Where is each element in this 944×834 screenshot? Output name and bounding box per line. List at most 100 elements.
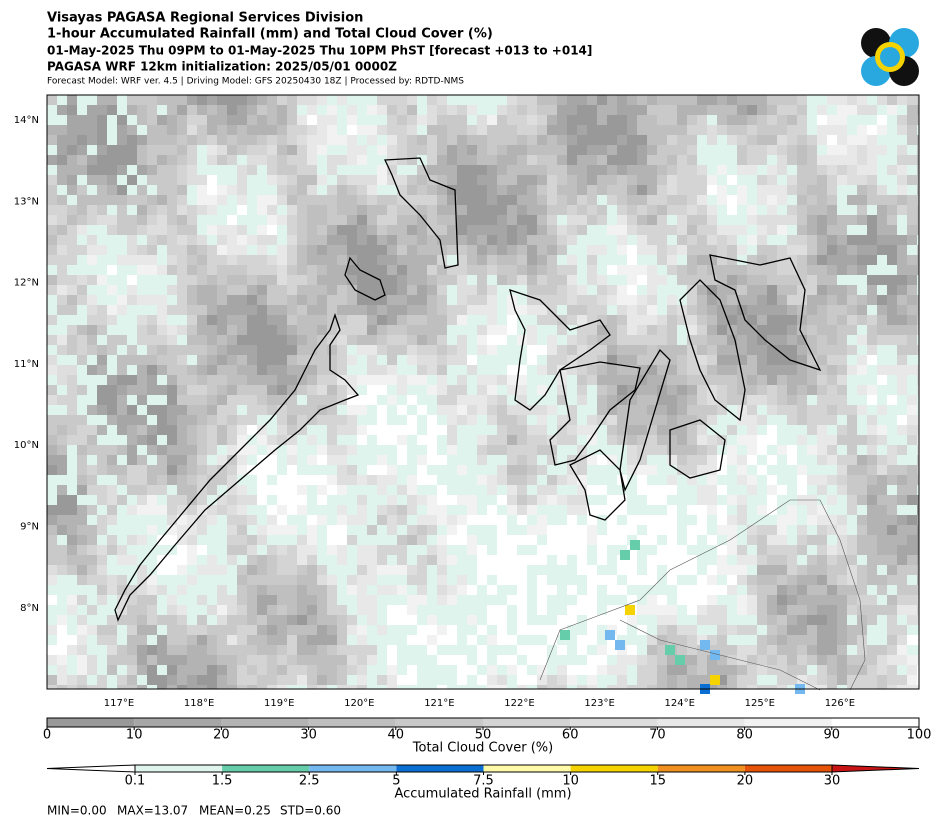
cloud-cell [657, 235, 667, 245]
cloud-cell [857, 285, 867, 295]
cloud-cell [237, 455, 247, 465]
cloud-cell [637, 295, 647, 305]
cloud-cell [97, 585, 107, 595]
cloud-cell [807, 195, 817, 205]
cloud-cell [677, 245, 687, 255]
cloud-cell [707, 175, 717, 185]
cloud-cell [887, 265, 897, 275]
cloud-cell [127, 375, 137, 385]
cloud-cell [117, 95, 127, 105]
cloud-cell [207, 285, 217, 295]
cloud-cell [77, 525, 87, 535]
cloud-cell [147, 125, 157, 135]
cloud-cell [387, 315, 397, 325]
cloud-cell [677, 545, 687, 555]
cloud-cell [887, 135, 897, 145]
cloud-cell [817, 485, 827, 495]
cloud-cell [87, 165, 97, 175]
cloud-cell [737, 585, 747, 595]
cloud-cell [397, 135, 407, 145]
cloud-cell [407, 135, 417, 145]
cloud-cell [537, 405, 547, 415]
cloud-cell [107, 235, 117, 245]
cloud-cell [467, 315, 477, 325]
cloud-cell [627, 355, 637, 365]
cloud-cell [727, 205, 737, 215]
cloud-cell [337, 395, 347, 405]
cloud-cell [97, 295, 107, 305]
cloud-cell [487, 205, 497, 215]
cloud-cell [707, 535, 717, 545]
cloud-cell [57, 195, 67, 205]
cloud-cell [417, 125, 427, 135]
cloud-cell [57, 145, 67, 155]
cloud-cell [107, 655, 117, 665]
cloud-cell [627, 315, 637, 325]
cloud-cell [807, 105, 817, 115]
cloud-cell [587, 105, 597, 115]
cloud-cell [627, 335, 637, 345]
cloud-cell [847, 395, 857, 405]
cloud-cell [627, 645, 637, 655]
cloud-cell [287, 145, 297, 155]
cloud-cell [617, 95, 627, 105]
cloud-cell [777, 385, 787, 395]
cloud-cell [477, 415, 487, 425]
cloud-cell [707, 135, 717, 145]
cloud-cell [77, 395, 87, 405]
cloud-cell [387, 95, 397, 105]
cloud-cell [897, 365, 907, 375]
cloud-cell [197, 335, 207, 345]
cloud-cell [837, 455, 847, 465]
cloud-cell [457, 135, 467, 145]
cloud-cell [557, 345, 567, 355]
cloud-cell [607, 605, 617, 615]
cloud-cell [807, 625, 817, 635]
cloud-cell [907, 495, 917, 505]
cloud-cell [417, 335, 427, 345]
cloud-cell [437, 135, 447, 145]
cloud-cell [167, 315, 177, 325]
cloud-cell [367, 355, 377, 365]
cloud-cell [897, 495, 907, 505]
cloud-cell [527, 595, 537, 605]
cloud-cell [697, 515, 707, 525]
cloud-cell [807, 215, 817, 225]
cloud-cell [587, 365, 597, 375]
cloud-cell [657, 215, 667, 225]
cloud-cell [277, 205, 287, 215]
cloud-cell [617, 185, 627, 195]
cloud-cell [197, 475, 207, 485]
cloud-cell [537, 265, 547, 275]
cloud-cell [447, 375, 457, 385]
cloud-cell [727, 465, 737, 475]
cloud-cell [407, 585, 417, 595]
cloud-cell [237, 465, 247, 475]
cloud-cell [817, 285, 827, 295]
cloud-cell [707, 495, 717, 505]
cloud-cell [587, 175, 597, 185]
cloud-cell [547, 525, 557, 535]
cloud-cell [257, 165, 267, 175]
cloud-cell [397, 255, 407, 265]
cloud-cell [817, 585, 827, 595]
cloud-cell [337, 335, 347, 345]
cloud-cell [637, 505, 647, 515]
cloud-cell [497, 575, 507, 585]
cloud-cell [497, 405, 507, 415]
cloud-cell [727, 485, 737, 495]
cloud-cell [447, 535, 457, 545]
cloud-cell [87, 625, 97, 635]
cloud-cell [717, 425, 727, 435]
cloud-cell [807, 565, 817, 575]
cloud-cell [607, 405, 617, 415]
cloud-cell [467, 645, 477, 655]
cloud-cell [527, 295, 537, 305]
cloud-cell [437, 455, 447, 465]
cloud-cell [817, 375, 827, 385]
cloud-cell [697, 545, 707, 555]
cloud-cell [167, 445, 177, 455]
cloud-cell [607, 495, 617, 505]
cloud-cell [227, 165, 237, 175]
cloud-cell [907, 145, 917, 155]
